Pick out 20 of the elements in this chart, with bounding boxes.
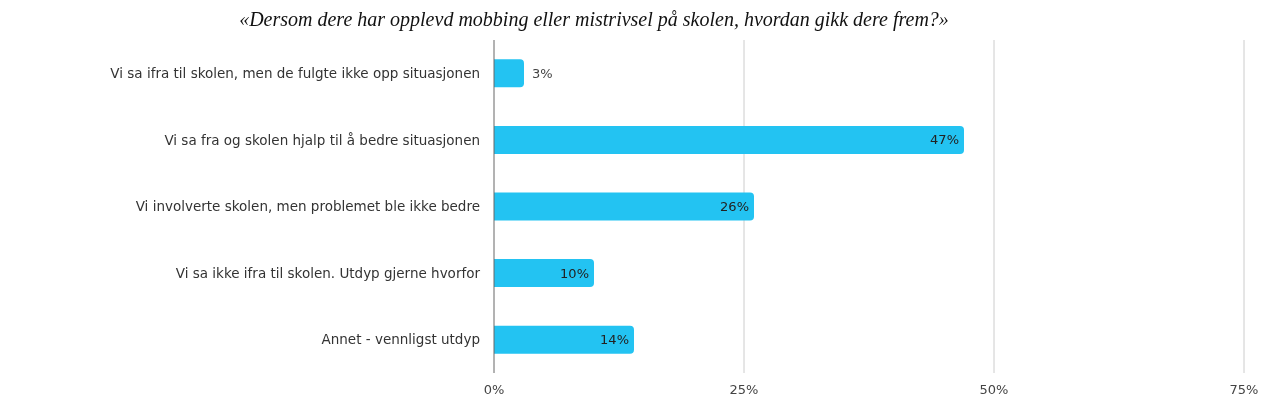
x-tick-label: 0% <box>483 382 505 397</box>
data-label: 26% <box>720 199 749 215</box>
bar <box>494 192 754 221</box>
bar <box>494 259 594 288</box>
y-tick-label: Annet - vennligst utdyp <box>321 331 480 348</box>
y-tick-label: Vi sa fra og skolen hjalp til å bedre situasjonen <box>164 131 480 148</box>
data-label: 3% <box>532 65 553 81</box>
chart-title: «Dersom dere har opplevd mobbing eller mistrivsel på skolen, hvordan gikk dere frem?» <box>239 8 949 31</box>
y-tick-label: Vi sa ikke ifra til skolen. Utdyp gjerne hvorfor <box>175 264 481 281</box>
data-label: 10% <box>560 265 589 281</box>
x-tick-label: 25% <box>729 382 759 397</box>
data-label: 14% <box>600 332 629 348</box>
bar <box>494 325 634 354</box>
data-label: 47% <box>930 132 959 148</box>
bar <box>494 125 964 154</box>
x-tick-label: 50% <box>979 382 1009 397</box>
bar <box>494 59 524 88</box>
y-tick-label: Vi involverte skolen, men problemet ble ikke bedre <box>135 198 480 215</box>
y-tick-label: Vi sa ifra til skolen, men de fulgte ikke opp situasjonen <box>110 65 480 82</box>
x-tick-label: 75% <box>1229 382 1259 397</box>
